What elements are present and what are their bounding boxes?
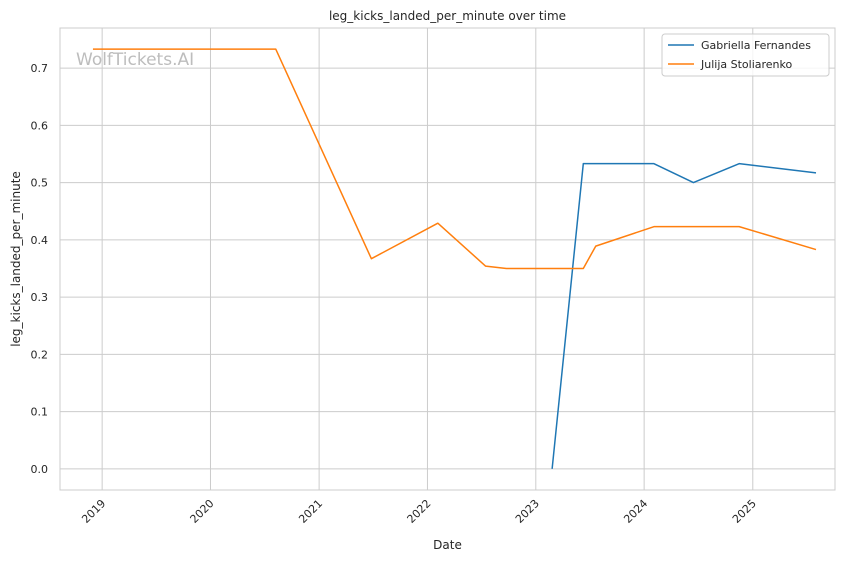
y-tick-label: 0.0 <box>31 463 49 476</box>
legend-label-gabriella-fernandes: Gabriella Fernandes <box>701 39 811 52</box>
y-tick-label: 0.7 <box>31 62 49 75</box>
legend-label-julija-stoliarenko: Julija Stoliarenko <box>700 58 792 71</box>
watermark-text: WolfTickets.AI <box>76 50 194 70</box>
y-tick-label: 0.5 <box>31 177 49 190</box>
y-tick-label: 0.3 <box>31 291 49 304</box>
series-line-gabriella-fernandes <box>551 162 817 469</box>
series-lines <box>92 48 817 469</box>
y-tick-label: 0.2 <box>31 348 49 361</box>
y-tick-label: 0.6 <box>31 119 49 132</box>
grid-lines <box>60 28 835 490</box>
y-axis-title: leg_kicks_landed_per_minute <box>9 171 23 347</box>
plot-area-frame <box>59 27 836 491</box>
legend: Gabriella Fernandes Julija Stoliarenko <box>661 33 830 77</box>
chart-title: leg_kicks_landed_per_minute over time <box>329 9 566 23</box>
series-line-julija-stoliarenko <box>92 48 817 270</box>
y-tick-label: 0.1 <box>31 406 49 419</box>
y-tick-label: 0.4 <box>31 234 49 247</box>
x-axis-title: Date <box>433 538 462 552</box>
legend-box <box>661 33 830 77</box>
